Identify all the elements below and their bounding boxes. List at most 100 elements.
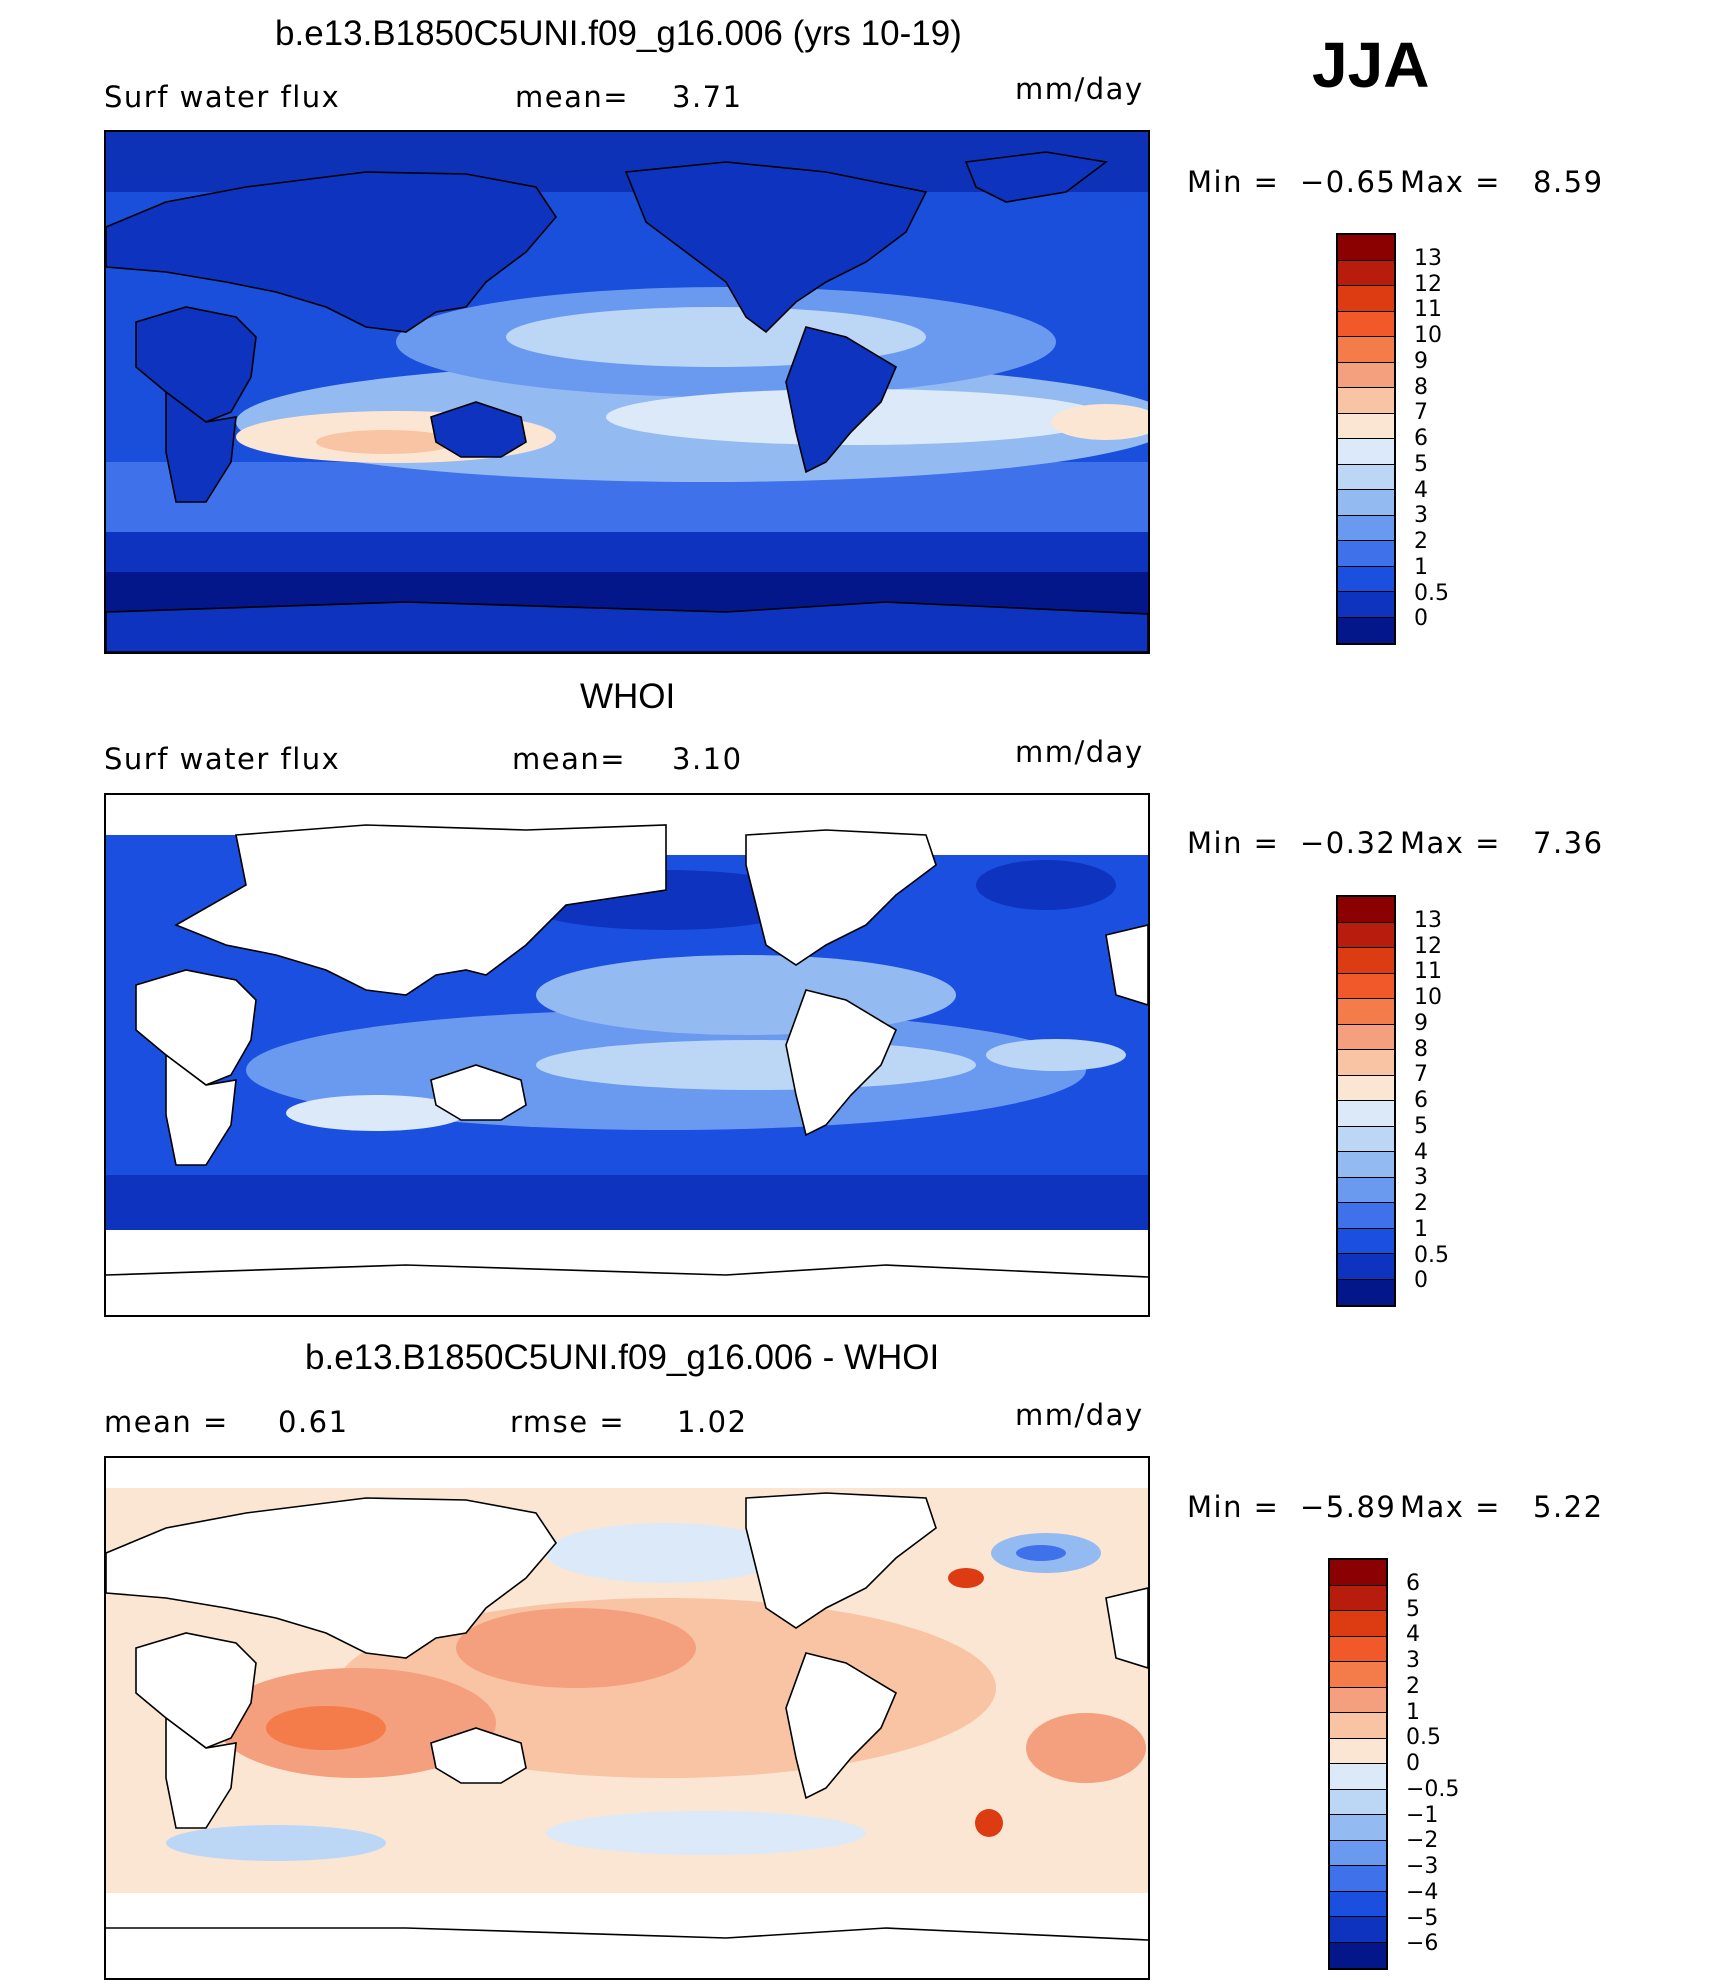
colorbar-tick-label: −5 <box>1406 1905 1439 1931</box>
north-pacific-anomaly <box>546 1523 786 1583</box>
colorbar-tick-label: 0.5 <box>1414 580 1449 606</box>
antarctica <box>106 601 1148 652</box>
panel-model-title: b.e13.B1850C5UNI.f09_g16.006 (yrs 10-19) <box>275 14 962 53</box>
colorbar-tick-label: 0 <box>1406 1751 1420 1776</box>
colorbar-tick-label: 0.5 <box>1406 1725 1441 1751</box>
colorbar-tick-label: −4 <box>1406 1879 1439 1905</box>
panel-obs-mean-label: mean= <box>512 742 627 776</box>
colorbar-swatch <box>1338 948 1394 974</box>
colorbar-tick-label: 5 <box>1414 451 1428 477</box>
colorbar-tick-label: 5 <box>1406 1596 1420 1622</box>
colorbar-swatch <box>1338 515 1394 541</box>
continents <box>106 151 1148 652</box>
colorbar-tick-label: 6 <box>1414 426 1428 451</box>
continents <box>106 824 1148 1315</box>
panel-diff-rmse-value: 1.02 <box>677 1405 748 1439</box>
colorbar-tick-label: 9 <box>1414 1010 1428 1036</box>
north-america <box>624 161 928 334</box>
colorbar-swatch <box>1338 1152 1394 1178</box>
panel-diff-min-label: Min = <box>1187 1490 1280 1524</box>
colorbar-swatch <box>1330 1840 1386 1866</box>
colorbar-swatch <box>1330 1585 1386 1611</box>
panel-obs-title: WHOI <box>580 677 676 716</box>
colorbar-swatch <box>1330 1891 1386 1917</box>
antarctic-mask <box>106 1898 1148 1978</box>
colorbar-swatch <box>1338 1177 1394 1203</box>
colorbar-tick-label: 2 <box>1414 529 1428 554</box>
west-africa-edge <box>1105 1587 1148 1669</box>
panel-obs-map <box>104 793 1150 1317</box>
colorbar-swatch <box>1330 1636 1386 1662</box>
australia <box>430 1727 527 1784</box>
colorbar-swatch <box>1338 1050 1394 1076</box>
colorbar-tick-label: 10 <box>1414 985 1442 1010</box>
colorbar-swatch <box>1338 1024 1394 1050</box>
colorbar-swatch <box>1338 286 1394 312</box>
colorbar-tick-label: 3 <box>1406 1648 1420 1673</box>
panel-obs-colorbar-labels: 13 12 11 10 9 8 7 6 5 4 3 2 1 0.5 0 <box>1414 895 1534 1307</box>
colorbar-tick-label: 11 <box>1414 297 1442 323</box>
south-america <box>785 989 898 1137</box>
eurasia <box>106 1497 558 1659</box>
colorbar-swatch <box>1338 999 1394 1025</box>
colorbar-swatch <box>1330 1687 1386 1713</box>
antarctica-coast <box>106 1264 1148 1278</box>
colorbar-swatch <box>1338 311 1394 337</box>
colorbar-tick-label: 6 <box>1406 1570 1420 1596</box>
panel-diff-mean-value: 0.61 <box>278 1405 349 1439</box>
antarctic-mask <box>106 1235 1148 1315</box>
colorbar-tick-label: 3 <box>1414 1165 1428 1191</box>
africa-north <box>135 306 257 423</box>
colorbar-swatch <box>1330 1662 1386 1688</box>
colorbar-swatch <box>1330 1713 1386 1739</box>
colorbar-swatch <box>1338 592 1394 618</box>
panel-diff-max-label: Max = <box>1400 1490 1501 1524</box>
colorbar-tick-label: 1 <box>1406 1699 1420 1725</box>
panel-diff-colorbar <box>1328 1558 1388 1970</box>
panel-model-colorbar <box>1336 233 1396 645</box>
africa-south <box>165 1716 237 1829</box>
colorbar-tick-label: 0 <box>1414 1268 1428 1294</box>
panel-diff-mean-label: mean = <box>104 1405 229 1439</box>
africa-north <box>135 969 257 1086</box>
panel-model-min-value: −0.65 <box>1300 165 1397 199</box>
colorbar-swatch <box>1330 1789 1386 1815</box>
colorbar-tick-label: 13 <box>1414 907 1442 933</box>
colorbar-swatch <box>1330 1917 1386 1943</box>
colorbar-swatch <box>1330 1560 1386 1586</box>
panel-diff-units: mm/day <box>1015 1398 1144 1432</box>
north-america <box>745 829 937 966</box>
colorbar-tick-label: 13 <box>1414 245 1442 271</box>
colorbar-swatch <box>1338 1126 1394 1152</box>
panel-model-variable-label: Surf water flux <box>104 80 341 114</box>
colorbar-tick-label: 0 <box>1414 606 1428 632</box>
south-america <box>785 326 898 474</box>
colorbar-swatch <box>1338 541 1394 567</box>
colorbar-swatch <box>1338 413 1394 439</box>
colorbar-swatch <box>1330 1815 1386 1841</box>
colorbar-swatch <box>1338 617 1394 643</box>
africa-north <box>135 1632 257 1749</box>
south-america <box>785 1652 898 1800</box>
colorbar-swatch <box>1338 1203 1394 1229</box>
africa-south <box>165 1053 237 1166</box>
colorbar-swatch <box>1338 897 1394 923</box>
north-america <box>745 1492 937 1629</box>
panel-diff-max-value: 5.22 <box>1533 1490 1604 1524</box>
colorbar-swatch <box>1338 490 1394 516</box>
colorbar-tick-label: 4 <box>1406 1622 1420 1648</box>
colorbar-tick-label: 6 <box>1414 1088 1428 1113</box>
panel-diff-min-value: −5.89 <box>1300 1490 1397 1524</box>
panel-model-units: mm/day <box>1015 72 1144 106</box>
colorbar-tick-label: 1 <box>1414 554 1428 580</box>
panel-obs-mean-value: 3.10 <box>672 742 743 776</box>
panel-diff-map <box>104 1456 1150 1980</box>
season-label: JJA <box>1312 29 1430 101</box>
panel-obs-colorbar <box>1336 895 1396 1307</box>
panel-model-max-label: Max = <box>1400 165 1501 199</box>
colorbar-swatch <box>1338 464 1394 490</box>
eurasia <box>174 824 667 996</box>
panel-diff-rmse-label: rmse = <box>510 1405 626 1439</box>
colorbar-tick-label: 3 <box>1414 503 1428 529</box>
greenland <box>964 151 1108 203</box>
